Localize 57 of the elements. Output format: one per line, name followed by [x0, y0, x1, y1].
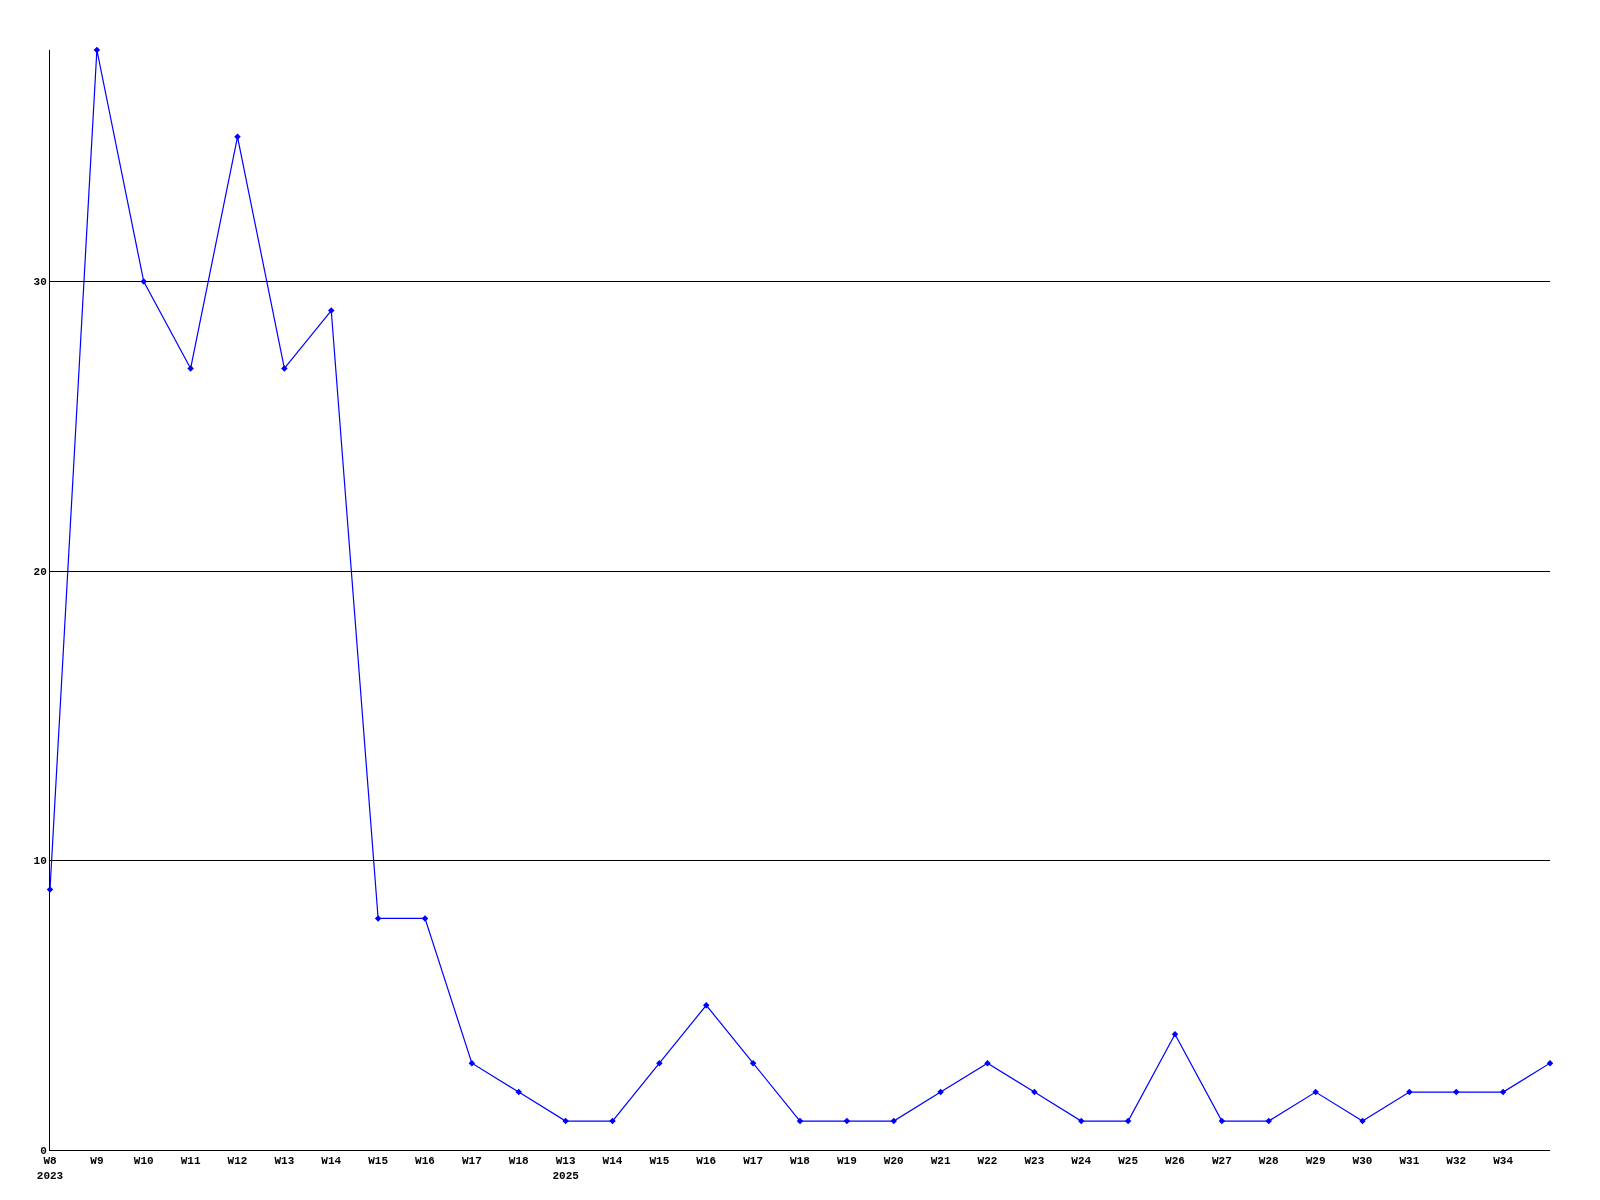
y-tick-label: 20	[33, 565, 47, 578]
x-tick-label: W22	[977, 1155, 998, 1168]
x-tick-label: W24	[1071, 1155, 1092, 1168]
x-tick-label: W30	[1352, 1155, 1373, 1168]
point	[187, 365, 194, 372]
x-tick-label: W26	[1165, 1155, 1185, 1168]
point	[749, 1059, 757, 1067]
point	[843, 1117, 851, 1125]
point	[796, 1117, 804, 1125]
x-tick-label: W9	[90, 1155, 104, 1168]
x-tick-label: W31	[1399, 1155, 1420, 1168]
point	[1171, 1030, 1179, 1038]
x-tick-label: W18	[790, 1155, 811, 1168]
x-tick-label: W19	[836, 1155, 857, 1168]
point	[703, 1002, 710, 1009]
y-tick-label: 0	[40, 1144, 47, 1157]
point	[515, 1088, 522, 1096]
x-tick-label: W20	[883, 1155, 904, 1168]
x-tick-label: W14	[602, 1155, 623, 1168]
x-tick-label: W27	[1211, 1155, 1232, 1168]
x-tick-label: W28	[1258, 1155, 1280, 1168]
x-tick-label: W34	[1493, 1155, 1514, 1168]
point	[890, 1117, 897, 1125]
point	[140, 278, 147, 285]
x-tick-label: W13 2025	[552, 1155, 580, 1182]
x-tick-label: W16	[415, 1155, 435, 1168]
x-tick-label: W14	[321, 1155, 342, 1168]
point	[1499, 1088, 1507, 1096]
x-tick-label: W16	[696, 1155, 717, 1168]
x-tick-label: W29	[1305, 1155, 1326, 1168]
x-tick-label: W15	[649, 1155, 670, 1168]
point	[656, 1059, 663, 1067]
y-tick-label: 10	[33, 855, 47, 868]
x-tick-label: W25	[1118, 1155, 1139, 1168]
x-tick-label: W8 2023	[36, 1155, 64, 1182]
point	[1124, 1117, 1132, 1125]
point	[93, 46, 101, 54]
point	[1453, 1088, 1460, 1096]
x-tick-label: W32	[1446, 1155, 1467, 1168]
point	[1218, 1117, 1226, 1125]
x-tick-label: W17	[743, 1155, 764, 1168]
point	[468, 1059, 476, 1067]
x-tick-label: W17	[461, 1155, 482, 1168]
x-tick-label: W23	[1024, 1155, 1045, 1168]
x-tick-label: W15	[368, 1155, 389, 1168]
y-tick-label: 30	[33, 276, 47, 289]
point	[1546, 1059, 1554, 1067]
x-tick-label: W13	[274, 1155, 295, 1168]
point	[328, 307, 335, 314]
x-tick-label: W12	[227, 1155, 248, 1168]
x-tick-label: W11	[180, 1155, 201, 1168]
point	[281, 365, 288, 372]
point	[1078, 1117, 1085, 1125]
x-tick-label: W21	[930, 1155, 951, 1168]
x-tick-label: W18	[508, 1155, 530, 1168]
point	[1265, 1117, 1272, 1125]
x-tick-label: W10	[133, 1155, 154, 1168]
